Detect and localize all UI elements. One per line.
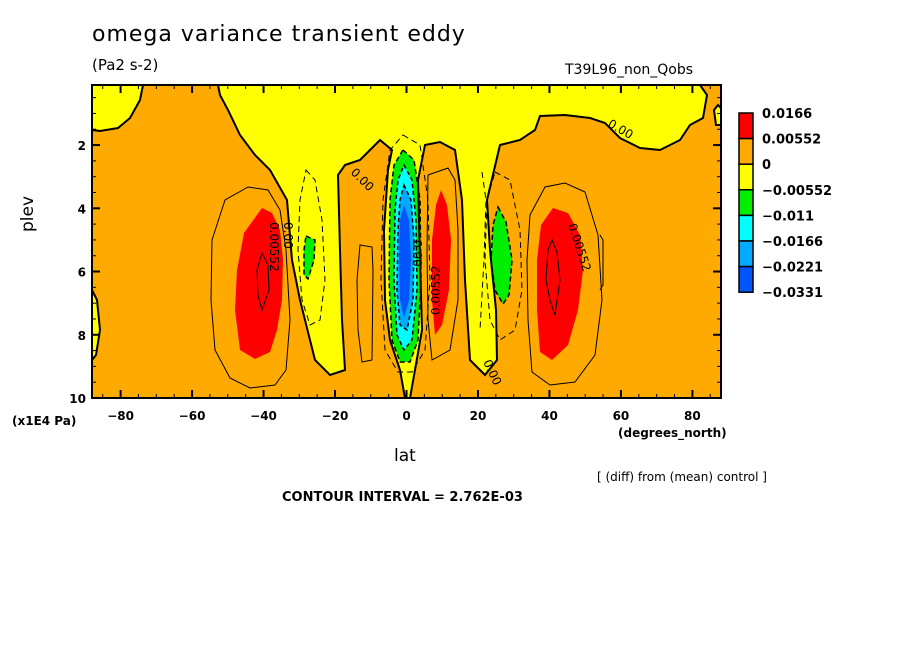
contour-zero-center-right bbox=[409, 85, 709, 398]
contour-zero-top-left bbox=[92, 85, 144, 133]
contour-pos-nh-outer bbox=[526, 182, 603, 386]
chart-title: omega variance transient eddy bbox=[92, 22, 466, 47]
legend-label: −0.0166 bbox=[762, 235, 823, 250]
field-blue-eq bbox=[399, 205, 411, 318]
contour-zero-right-edge bbox=[712, 103, 721, 126]
y-tick-label: 6 bbox=[78, 266, 86, 280]
field-green-sh bbox=[304, 236, 315, 279]
y-tick-label: 8 bbox=[78, 329, 86, 343]
diff-note: [ (diff) from (mean) control ] bbox=[597, 470, 767, 484]
contour-pos-sh-outer bbox=[210, 186, 291, 389]
contour-neg-nh-right bbox=[479, 171, 487, 331]
contour-neg-sh-inner bbox=[303, 234, 316, 281]
y-tick-label: 4 bbox=[78, 202, 86, 216]
contour-neg-eq-4 bbox=[396, 182, 415, 332]
contour-interval: CONTOUR INTERVAL = 2.762E-03 bbox=[282, 490, 523, 505]
y-tick-label: 2 bbox=[78, 139, 86, 153]
contour-lines bbox=[92, 85, 721, 398]
field-yellow-top bbox=[92, 85, 143, 130]
legend-label: 0.00552 bbox=[762, 133, 821, 148]
contour-neg-eq-2 bbox=[388, 148, 422, 363]
legend-swatch bbox=[738, 265, 754, 293]
x-tick-label: 60 bbox=[613, 409, 630, 423]
run-label: T39L96_non_Qobs bbox=[565, 62, 694, 78]
x-tick-label: 40 bbox=[541, 409, 558, 423]
contour-pos-right bbox=[599, 234, 604, 291]
x-axis-label: lat bbox=[394, 446, 416, 466]
x-tick-label: −60 bbox=[179, 409, 206, 423]
legend-swatch bbox=[738, 137, 754, 165]
y-tick-label: 10 bbox=[69, 392, 86, 406]
x-tick-label: 0 bbox=[402, 409, 410, 423]
legend-swatch bbox=[738, 163, 754, 191]
x-axis-units: (degrees_north) bbox=[618, 426, 727, 440]
field-yellow-upper bbox=[218, 85, 707, 398]
field-red-eq-north bbox=[432, 190, 451, 335]
legend-swatch bbox=[738, 214, 754, 242]
legend: 0.0166 0.00552 0 −0.00552 −0.011 −0.0166 −0.02… bbox=[738, 107, 832, 301]
legend-swatch bbox=[738, 189, 754, 217]
legend-label: −0.011 bbox=[762, 209, 814, 224]
field-red-sh bbox=[235, 208, 283, 359]
x-tick-label: −20 bbox=[322, 409, 349, 423]
contour-zero-left-edge bbox=[92, 289, 102, 361]
legend-label: 0 bbox=[762, 158, 771, 173]
field-red-nh bbox=[537, 208, 583, 360]
axes: −80 −60 −40 −20 0 20 40 60 80 2 4 6 8 10 bbox=[69, 85, 721, 423]
contour-neg-sh bbox=[297, 168, 326, 326]
legend-swatch bbox=[738, 240, 754, 268]
contour-neg-nh bbox=[484, 171, 523, 341]
contour-label-8: 0.00 bbox=[410, 240, 424, 267]
legend-label: 0.0166 bbox=[762, 107, 812, 122]
contour-zero-main bbox=[217, 85, 406, 398]
x-tick-label: −80 bbox=[107, 409, 134, 423]
contour-pos-eq-outer bbox=[426, 167, 459, 361]
x-tick-label: 80 bbox=[684, 409, 701, 423]
contour-neg-nh-inner bbox=[490, 204, 513, 306]
contour-neg-eq-3 bbox=[393, 163, 418, 352]
contour-label-2: 0.00 bbox=[281, 222, 295, 249]
contour-pos-nh-inner bbox=[545, 238, 561, 316]
legend-label: −0.0221 bbox=[762, 261, 823, 276]
contour-pos-sh-inner bbox=[256, 251, 270, 312]
chart-units: (Pa2 s-2) bbox=[92, 56, 159, 74]
x-tick-label: −40 bbox=[250, 409, 277, 423]
x-tick-label: 20 bbox=[470, 409, 487, 423]
contour-pos-sh-mid bbox=[356, 244, 374, 363]
contour-label-1: 0.00552 bbox=[267, 222, 281, 272]
y-axis-units: (x1E4 Pa) bbox=[12, 414, 77, 428]
contour-label-3: 0.00552 bbox=[429, 265, 443, 315]
legend-label: −0.0331 bbox=[762, 286, 823, 301]
legend-label: −0.00552 bbox=[762, 184, 832, 199]
legend-swatch bbox=[738, 112, 754, 140]
